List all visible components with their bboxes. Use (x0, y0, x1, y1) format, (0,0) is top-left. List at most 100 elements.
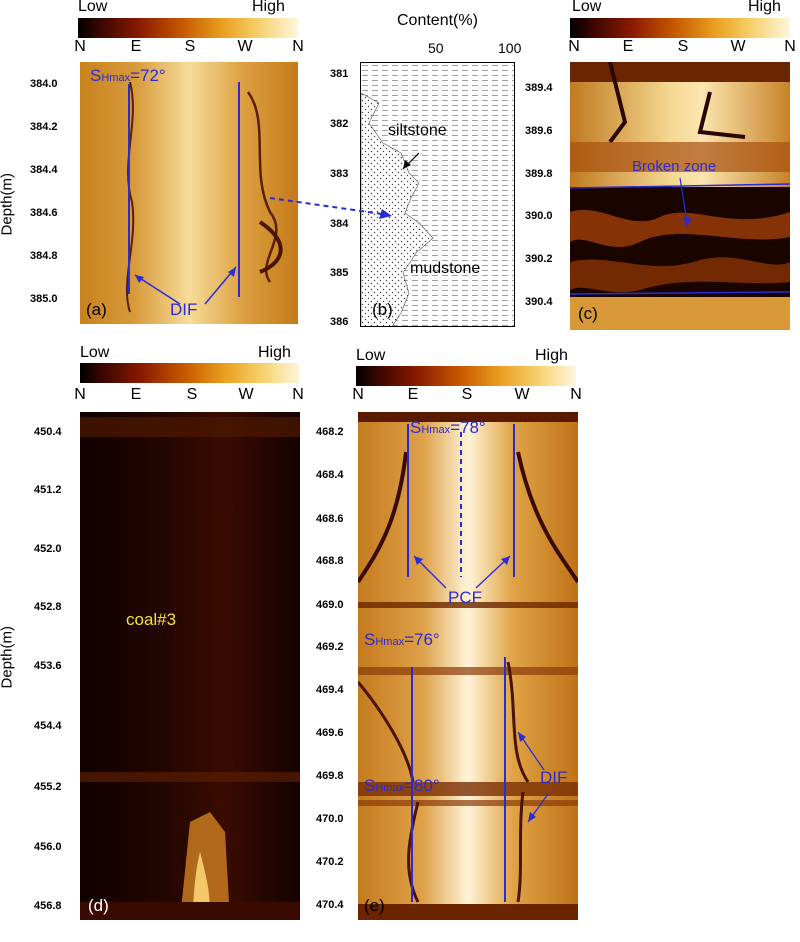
panel-c-texture (570, 62, 790, 330)
tick-a-2: 384.4 (30, 164, 58, 176)
panel-b-xtick-100: 100 (498, 40, 522, 56)
tick-a-3: 384.6 (30, 207, 58, 219)
panel-b-xtick-50: 50 (428, 40, 444, 56)
panel-c-broken-zone: Broken zone (632, 158, 717, 175)
dir-c-s: S (677, 38, 689, 55)
colorbar-c-low: Low (572, 0, 602, 15)
panel-a-image (80, 62, 298, 324)
colorbar-c (570, 18, 790, 38)
dir-a-s: S (184, 38, 196, 55)
dir-e-e: E (407, 386, 419, 403)
tick-b-2: 383 (330, 168, 349, 180)
tick-d-5: 454.4 (34, 720, 62, 732)
tick-e-1: 468.4 (316, 469, 344, 481)
panel-a-shmax: SHmax=72° (90, 66, 166, 85)
panel-d-image (80, 412, 300, 920)
panel-b-siltstone: siltstone (388, 122, 447, 139)
tick-a-5: 385.0 (30, 293, 58, 305)
panel-d-coal-label: coal#3 (126, 610, 177, 629)
tick-d-1: 451.2 (34, 484, 62, 496)
tick-c-3: 390.0 (525, 210, 553, 222)
tick-e-10: 470.2 (316, 856, 344, 868)
dir-c-w: W (730, 38, 746, 55)
panel-e-texture (358, 412, 578, 920)
tick-e-2: 468.6 (316, 513, 344, 525)
dir-e-w: W (514, 386, 530, 403)
tick-c-5: 390.4 (525, 296, 553, 308)
colorbar-a-high: High (252, 0, 285, 15)
dir-e-n2: N (570, 386, 582, 403)
panel-e-shmax-1: SHmax=78° (410, 418, 486, 437)
tick-a-1: 384.2 (30, 121, 58, 133)
tick-e-3: 468.8 (316, 555, 344, 567)
dir-c-n1: N (568, 38, 580, 55)
y-axis-label-bottom: Depth(m) (0, 625, 16, 689)
y-axis-label-top: Depth(m) (0, 172, 16, 236)
colorbar-a-low: Low (78, 0, 108, 15)
tick-d-0: 450.4 (34, 426, 62, 438)
colorbar-c-high: High (748, 0, 781, 15)
tick-e-9: 470.0 (316, 813, 344, 825)
tick-b-1: 382 (330, 118, 349, 130)
panel-e-shmax-3: SHmax=80° (364, 776, 440, 795)
colorbar-d (80, 363, 300, 383)
tick-d-2: 452.0 (34, 543, 62, 555)
dir-e-n1: N (352, 386, 364, 403)
panel-e-label: (e) (364, 896, 385, 915)
tick-b-3: 384 (330, 218, 349, 230)
tick-b-0: 381 (330, 68, 349, 80)
panel-a-label: (a) (86, 300, 107, 319)
panel-d-label: (d) (88, 896, 109, 915)
colorbar-a (78, 18, 298, 38)
panel-b-mudstone: mudstone (410, 260, 481, 277)
dir-a-w: W (237, 38, 253, 55)
panel-e-image (358, 412, 578, 920)
tick-e-8: 469.8 (316, 770, 344, 782)
dif-line-right (238, 82, 240, 297)
tick-e-5: 469.2 (316, 641, 344, 653)
panel-b-plot (360, 62, 515, 327)
tick-e-11: 470.4 (316, 899, 344, 911)
tick-e-7: 469.6 (316, 727, 344, 739)
panel-e-shmax-2: SHmax=76° (364, 630, 440, 649)
dir-d-n1: N (74, 386, 86, 403)
colorbar-e-high: High (535, 347, 568, 364)
dir-d-s: S (186, 386, 198, 403)
tick-c-0: 389.4 (525, 82, 553, 94)
tick-d-8: 456.8 (34, 900, 62, 912)
dir-d-n2: N (292, 386, 304, 403)
dir-c-e: E (622, 38, 634, 55)
panel-e-pcf: PCF (448, 588, 482, 607)
tick-b-4: 385 (330, 267, 349, 279)
panel-b-arrow (402, 152, 420, 170)
tick-d-6: 455.2 (34, 781, 62, 793)
panel-b-lithology (361, 63, 514, 326)
panel-a-arrows (134, 266, 237, 305)
panel-a-dif-label: DIF (170, 300, 198, 319)
tick-d-3: 452.8 (34, 601, 62, 613)
dir-a-n2: N (292, 38, 304, 55)
panel-d-texture (80, 412, 300, 920)
tick-e-0: 468.2 (316, 426, 344, 438)
panel-c-image (570, 62, 790, 330)
colorbar-e-low: Low (356, 347, 386, 364)
dir-a-n1: N (74, 38, 86, 55)
tick-a-0: 384.0 (30, 78, 58, 90)
panel-a-texture (80, 62, 298, 324)
tick-c-1: 389.6 (525, 125, 553, 137)
tick-c-4: 390.2 (525, 253, 553, 265)
colorbar-d-low: Low (80, 344, 110, 361)
panel-e-dif: DIF (540, 768, 568, 787)
dir-a-e: E (130, 38, 142, 55)
dir-d-e: E (130, 386, 142, 403)
tick-a-4: 384.8 (30, 250, 58, 262)
panel-b-title: Content(%) (397, 12, 478, 29)
tick-e-4: 469.0 (316, 599, 344, 611)
panel-c-label: (c) (578, 304, 598, 323)
connector-arrow (269, 197, 392, 219)
tick-b-5: 386 (330, 316, 349, 328)
tick-e-6: 469.4 (316, 684, 344, 696)
panel-b-label: (b) (372, 300, 393, 319)
dif-line-left (128, 84, 130, 294)
tick-d-4: 453.6 (34, 660, 62, 672)
